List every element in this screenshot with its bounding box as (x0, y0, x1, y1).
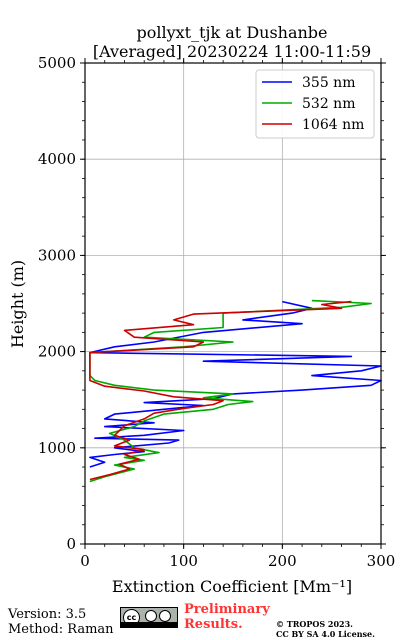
y-axis-label: Height (m) (8, 260, 27, 348)
plot-frame (84, 62, 382, 545)
y-tick-label: 1000 (38, 439, 76, 457)
copyright-notice: © TROPOS 2023. CC BY SA 4.0 License. (276, 619, 396, 639)
x-tick-label: 300 (367, 552, 396, 570)
copyright-line-2: CC BY SA 4.0 License. (276, 629, 375, 639)
version-text: Version: 3.5 (8, 607, 87, 622)
data-series (89, 299, 382, 483)
legend: 355 nm 532 nm 1064 nm (255, 69, 375, 139)
series-line-1064-nm (89, 300, 352, 481)
series-line-532-nm (89, 299, 372, 483)
legend-label: 355 nm (302, 75, 355, 91)
x-tick-label: 100 (169, 552, 198, 570)
y-tick-label: 0 (66, 535, 76, 553)
chart-subtitle: [Averaged] 20230224 11:00-11:59 (93, 42, 371, 61)
legend-label: 1064 nm (302, 117, 364, 133)
legend-label: 532 nm (302, 96, 355, 112)
copyright-line-1: © TROPOS 2023. (276, 619, 353, 629)
x-axis-label: Extinction Coefficient [Mm⁻¹] (112, 577, 352, 596)
legend-box (255, 69, 375, 139)
sa-icon (159, 610, 171, 622)
x-tick-label: 200 (268, 552, 297, 570)
y-tick-label: 2000 (38, 343, 76, 361)
preliminary-line-1: Preliminary (184, 602, 270, 617)
y-tick-label: 4000 (38, 150, 76, 168)
method-text: Method: Raman (8, 622, 114, 637)
cc-license-badge: cc (120, 607, 178, 628)
x-tick-label: 0 (80, 552, 90, 570)
y-tick-label: 3000 (38, 246, 76, 264)
extinction-profile-chart: pollyxt_tjk at Dushanbe [Averaged] 20230… (8, 23, 396, 596)
chart-title: pollyxt_tjk at Dushanbe (136, 23, 327, 42)
y-tick-label: 5000 (38, 54, 76, 72)
preliminary-line-2: Results. (184, 617, 243, 632)
preliminary-notice: Preliminary Results. (184, 602, 279, 632)
series-line-355-nm (89, 300, 382, 468)
by-icon (145, 610, 157, 622)
